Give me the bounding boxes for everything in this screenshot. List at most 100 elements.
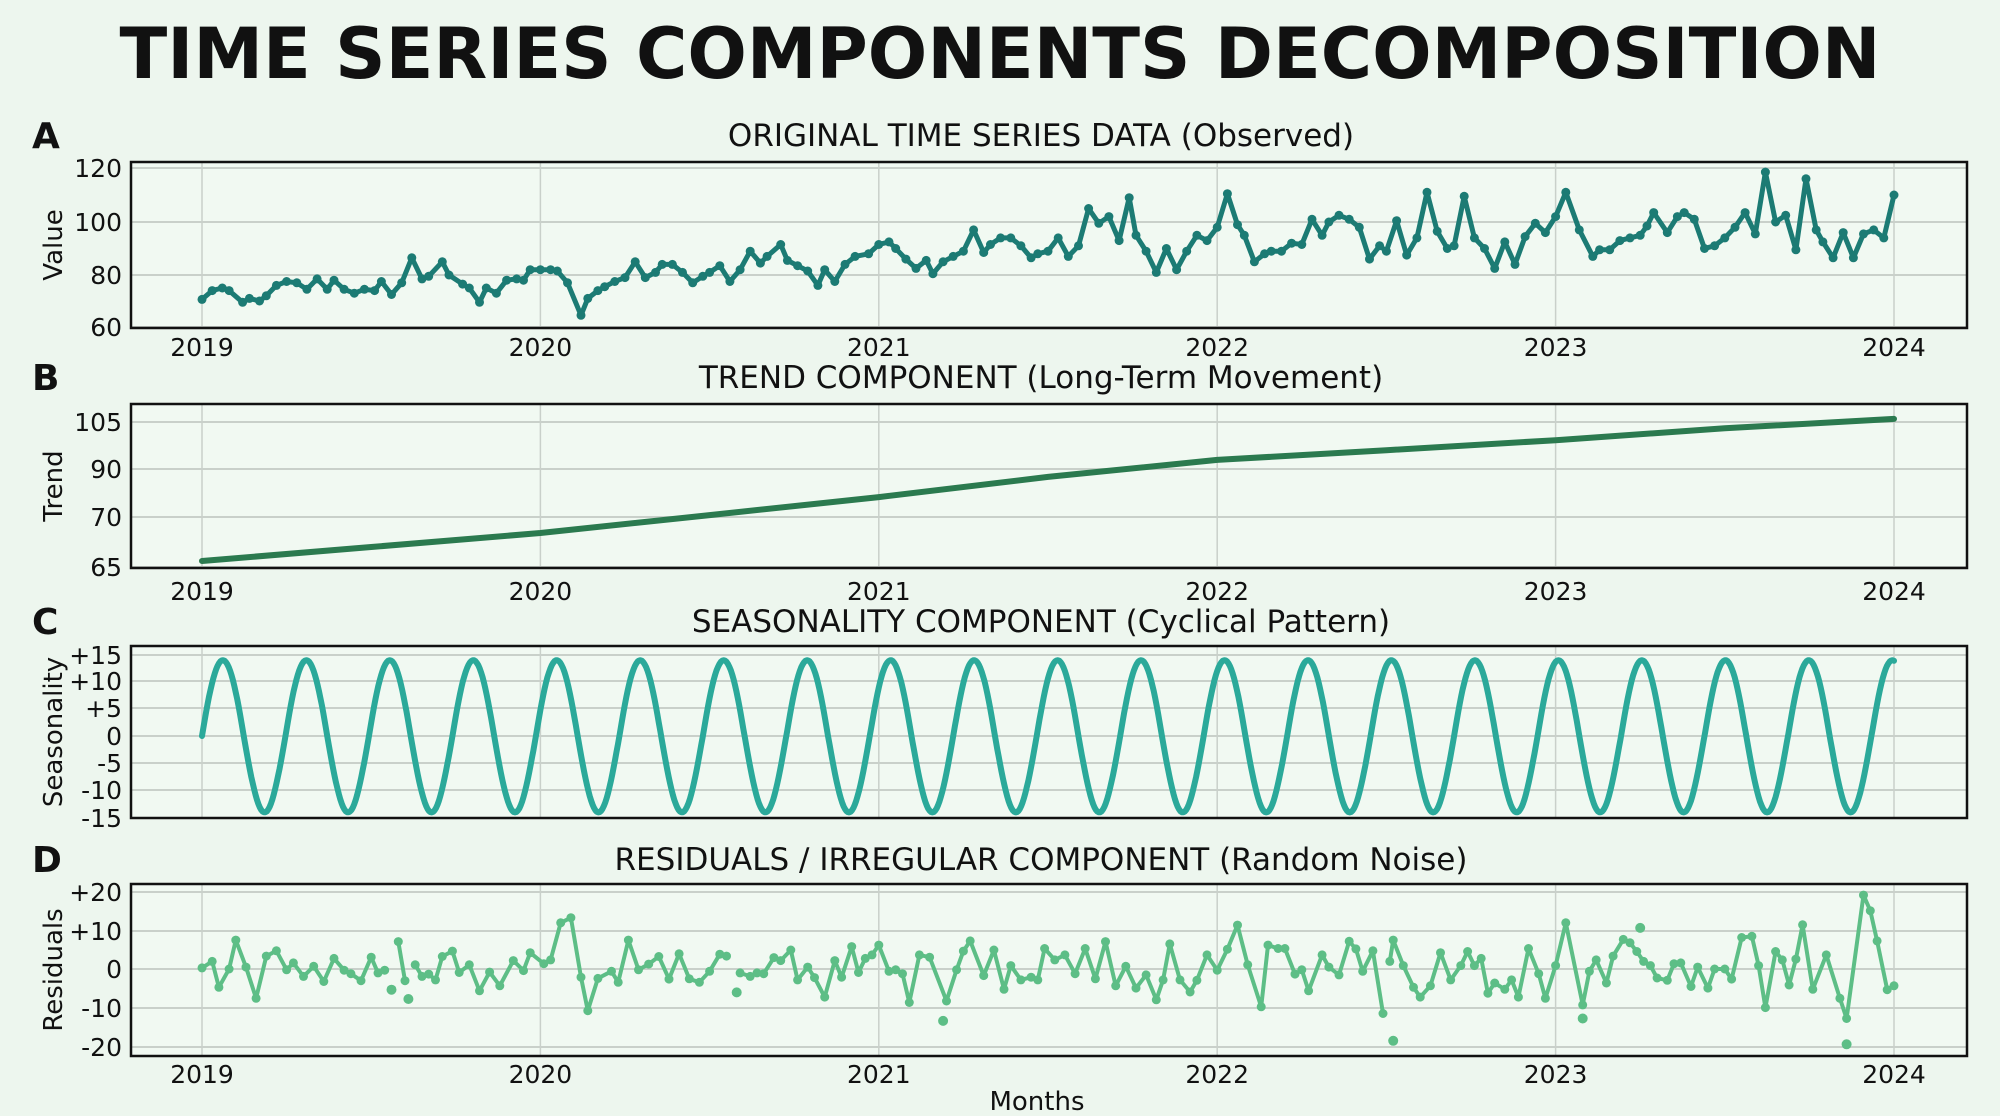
- x-tick-label: 2022: [1185, 1060, 1249, 1089]
- outlier-point: [1577, 1013, 1588, 1024]
- data-point: [613, 977, 623, 987]
- data-point: [1476, 953, 1486, 963]
- data-point: [1016, 975, 1026, 985]
- data-point: [1693, 962, 1703, 972]
- data-point: [1239, 230, 1249, 240]
- data-point: [803, 962, 813, 972]
- data-point: [231, 935, 241, 945]
- data-point: [508, 956, 518, 966]
- data-point: [867, 950, 877, 960]
- data-point: [942, 996, 951, 1006]
- data-point: [1639, 956, 1649, 966]
- y-tick-label: 0: [106, 722, 122, 751]
- data-point: [1801, 174, 1811, 184]
- data-point: [512, 274, 522, 284]
- data-point: [1821, 950, 1831, 960]
- data-point: [1835, 993, 1845, 1003]
- plot-frame: [129, 160, 1969, 330]
- data-point: [1317, 230, 1327, 240]
- data-point: [1530, 218, 1540, 228]
- data-point: [1165, 939, 1175, 949]
- data-point: [725, 277, 735, 286]
- data-point: [1324, 217, 1334, 227]
- data-point: [1490, 263, 1500, 273]
- data-point: [1297, 965, 1307, 975]
- data-point: [1524, 944, 1533, 953]
- data-point: [1469, 961, 1479, 971]
- data-point: [397, 278, 407, 288]
- x-tick-label: 2024: [1862, 1060, 1926, 1089]
- data-point: [1317, 950, 1327, 960]
- data-point: [1574, 225, 1584, 235]
- panel-letter: C: [32, 602, 58, 643]
- data-point: [1848, 253, 1858, 263]
- data-point: [464, 283, 474, 293]
- x-tick-label: 2021: [847, 577, 911, 606]
- data-point: [745, 246, 755, 256]
- data-point: [979, 971, 989, 981]
- y-tick-label: 60: [90, 313, 122, 342]
- data-point: [312, 274, 322, 284]
- data-point: [996, 233, 1006, 243]
- data-point: [634, 965, 643, 975]
- data-point: [623, 935, 633, 945]
- data-point: [1422, 187, 1432, 197]
- data-point: [810, 973, 819, 983]
- data-point: [1730, 222, 1740, 232]
- data-point: [261, 951, 271, 961]
- data-point: [1290, 969, 1300, 979]
- y-axis-label: Trend: [39, 450, 69, 522]
- data-point: [563, 278, 572, 288]
- data-point: [911, 263, 921, 273]
- data-point: [1063, 251, 1073, 261]
- y-tick-label: 105: [74, 408, 122, 437]
- data-point: [1402, 250, 1412, 260]
- y-tick-label: -10: [81, 994, 122, 1023]
- data-point: [1151, 267, 1161, 277]
- data-point: [1507, 975, 1517, 985]
- data-point: [1090, 974, 1100, 984]
- data-point: [1842, 1014, 1852, 1023]
- data-point: [1540, 228, 1550, 238]
- data-point: [1534, 969, 1544, 979]
- data-point: [437, 952, 447, 961]
- outlier-point: [386, 984, 397, 995]
- data-point: [393, 937, 403, 947]
- residual-segment: [396, 939, 407, 983]
- data-point: [1561, 187, 1571, 197]
- data-point: [1365, 254, 1374, 264]
- data-point: [1720, 233, 1730, 243]
- data-point: [244, 293, 254, 303]
- data-point: [1513, 992, 1523, 1002]
- seasonality-line: [199, 657, 1897, 816]
- data-point: [502, 275, 512, 285]
- data-point: [830, 956, 840, 966]
- data-point: [349, 288, 359, 298]
- data-point: [1760, 1003, 1770, 1013]
- data-point: [735, 265, 745, 275]
- series-line: [199, 415, 1897, 564]
- y-tick-label: +15: [69, 641, 122, 670]
- data-point: [1409, 982, 1418, 992]
- data-point: [207, 956, 217, 966]
- y-tick-label: 80: [90, 261, 122, 290]
- data-point: [965, 936, 975, 946]
- data-point: [1798, 920, 1808, 930]
- outlier-point: [1841, 1039, 1852, 1050]
- data-point: [776, 240, 786, 249]
- data-point: [1381, 246, 1391, 256]
- data-point: [1760, 167, 1770, 177]
- data-point: [356, 976, 366, 986]
- outlier-point: [1635, 922, 1646, 933]
- data-point: [979, 248, 989, 257]
- data-point: [1791, 245, 1801, 255]
- data-point: [891, 244, 901, 253]
- x-tick-label: 2022: [1185, 333, 1249, 362]
- data-point: [410, 960, 420, 970]
- y-tick-label: 90: [90, 455, 122, 484]
- data-point: [454, 968, 464, 977]
- data-point: [999, 984, 1009, 994]
- data-point: [891, 965, 901, 975]
- x-tick-label: 2020: [509, 577, 573, 606]
- data-point: [1652, 973, 1662, 983]
